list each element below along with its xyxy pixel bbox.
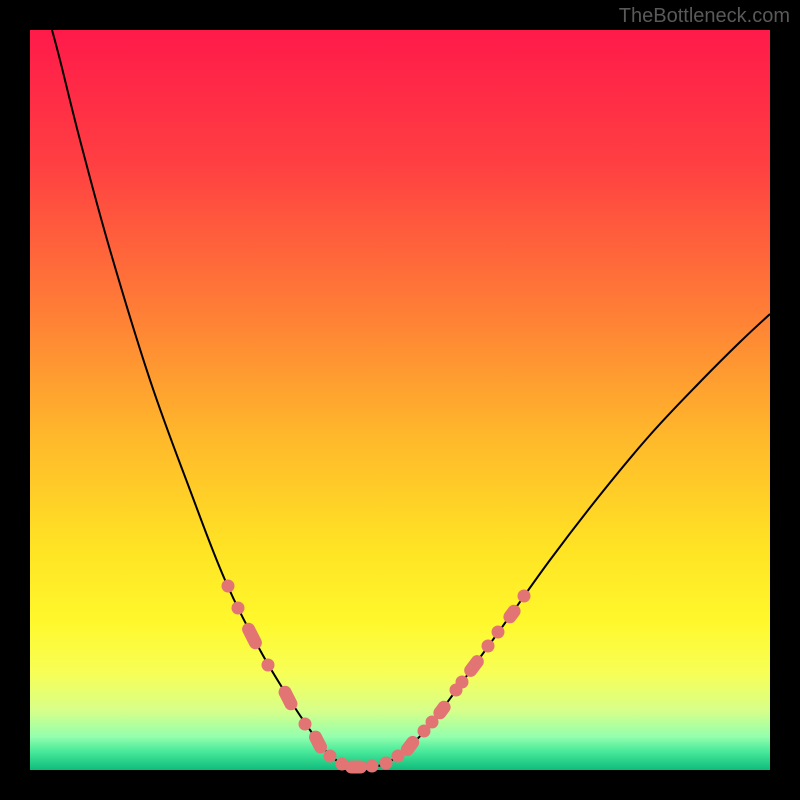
plot-background-gradient [30,30,770,770]
bottleneck-chart-svg: TheBottleneck.com [0,0,800,800]
chart-container: TheBottleneck.com [0,0,800,800]
watermark-text: TheBottleneck.com [619,5,790,27]
